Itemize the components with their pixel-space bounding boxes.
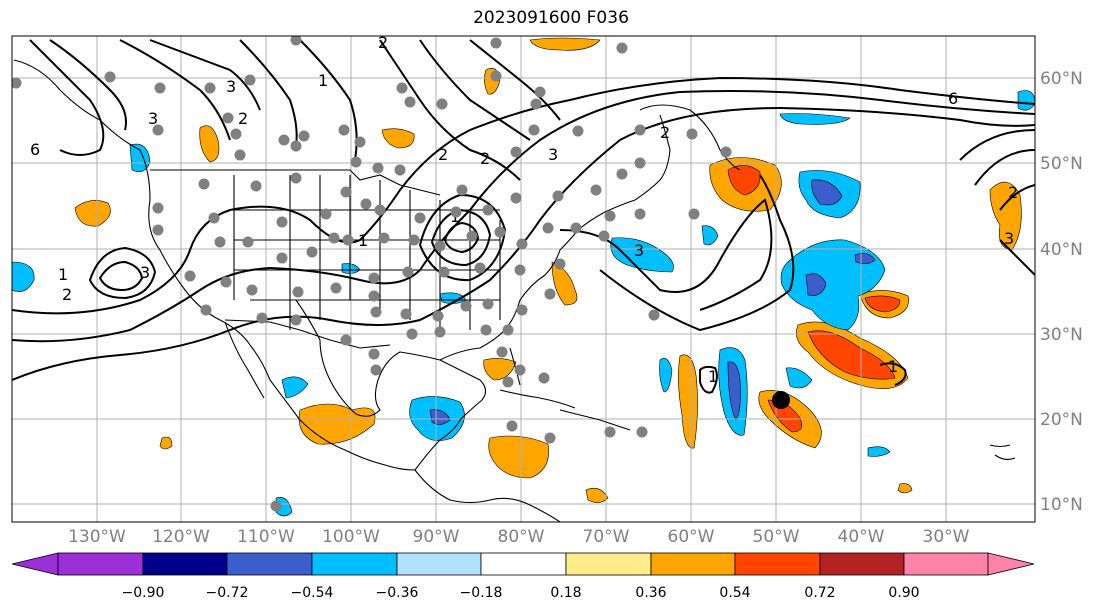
contour-label: 2 — [438, 145, 448, 164]
colorbar-segment — [11, 552, 59, 576]
map-title: 2023091600 F036 — [473, 8, 629, 28]
colorbar-tick-label: −0.18 — [460, 585, 503, 601]
colorbar-tick-label: 0.36 — [635, 585, 666, 601]
contour-label: 1 — [888, 357, 898, 376]
contour-label: 3 — [226, 77, 236, 96]
contour-label: 6 — [948, 89, 958, 108]
colorbar-tick-label: −0.72 — [206, 585, 249, 601]
contour-label: 6 — [30, 140, 40, 159]
colorbar — [11, 552, 1035, 576]
contour-label: 2 — [238, 109, 248, 128]
contour-label: 1 — [58, 265, 68, 284]
colorbar-segment — [311, 552, 398, 576]
colorbar-tick-label: 0.90 — [888, 585, 919, 601]
lat-label: 10°N — [1040, 495, 1083, 515]
colorbar-segment — [903, 552, 989, 576]
colorbar-tick-label: −0.90 — [122, 585, 165, 601]
lon-label: 80°W — [498, 527, 545, 547]
colorbar-tick-label: 0.54 — [719, 585, 750, 601]
anomaly-shading — [12, 37, 1035, 517]
contour-label: 3 — [1004, 229, 1014, 248]
lon-label: 50°W — [753, 527, 800, 547]
lat-label: 40°N — [1040, 240, 1083, 260]
colorbar-tick-label: −0.54 — [291, 585, 334, 601]
lat-label: 50°N — [1040, 154, 1083, 174]
lon-label: 130°W — [68, 527, 126, 547]
map-frame — [11, 35, 1036, 523]
lon-label: 70°W — [583, 527, 630, 547]
colorbar-segment — [734, 552, 821, 576]
colorbar-labels: −0.90 −0.72 −0.54 −0.36 −0.18 0.18 0.36 … — [122, 585, 920, 601]
lon-label: 40°W — [838, 527, 885, 547]
contour-label: 2 — [1008, 183, 1018, 202]
lon-label: 60°W — [668, 527, 715, 547]
colorbar-segment — [819, 552, 905, 576]
colorbar-tick-label: −0.36 — [376, 585, 419, 601]
lat-label: 20°N — [1040, 410, 1083, 430]
height-contours — [12, 39, 1035, 394]
storm-center-marker — [772, 391, 790, 409]
colorbar-tick-label: 0.18 — [550, 585, 581, 601]
coastlines — [13, 59, 1016, 522]
lat-label: 60°N — [1040, 69, 1083, 89]
contour-label: 3 — [634, 241, 644, 260]
colorbar-segment — [565, 552, 652, 576]
colorbar-segment — [57, 552, 144, 576]
contour-label: 1 — [318, 71, 328, 90]
colorbar-segment — [650, 552, 736, 576]
colorbar-tick-label: 0.72 — [804, 585, 835, 601]
contour-label: 3 — [140, 263, 150, 282]
contour-label: 3 — [148, 109, 158, 128]
colorbar-segment — [226, 552, 313, 576]
contour-label: 1 — [708, 367, 718, 386]
lon-label: 90°W — [413, 527, 460, 547]
lon-label: 30°W — [923, 527, 970, 547]
latitude-labels: 60°N 50°N 40°N 30°N 20°N 10°N — [1040, 69, 1083, 515]
lon-label: 100°W — [322, 527, 380, 547]
lat-label: 30°N — [1040, 325, 1083, 345]
colorbar-segment — [480, 552, 567, 576]
contour-label: 3 — [548, 145, 558, 164]
longitude-labels: 130°W 120°W 110°W 100°W 90°W 80°W 70°W 6… — [68, 527, 970, 547]
station-dots — [12, 36, 732, 512]
contour-label: 1 — [358, 231, 368, 250]
lon-label: 110°W — [237, 527, 295, 547]
colorbar-segment — [142, 552, 228, 576]
contour-label: 2 — [480, 149, 490, 168]
contour-label: 2 — [660, 123, 670, 142]
colorbar-segment — [396, 552, 482, 576]
contour-label: 2 — [62, 285, 72, 304]
contour-label: 2 — [378, 33, 388, 52]
colorbar-segment — [987, 552, 1035, 576]
lon-label: 120°W — [152, 527, 210, 547]
